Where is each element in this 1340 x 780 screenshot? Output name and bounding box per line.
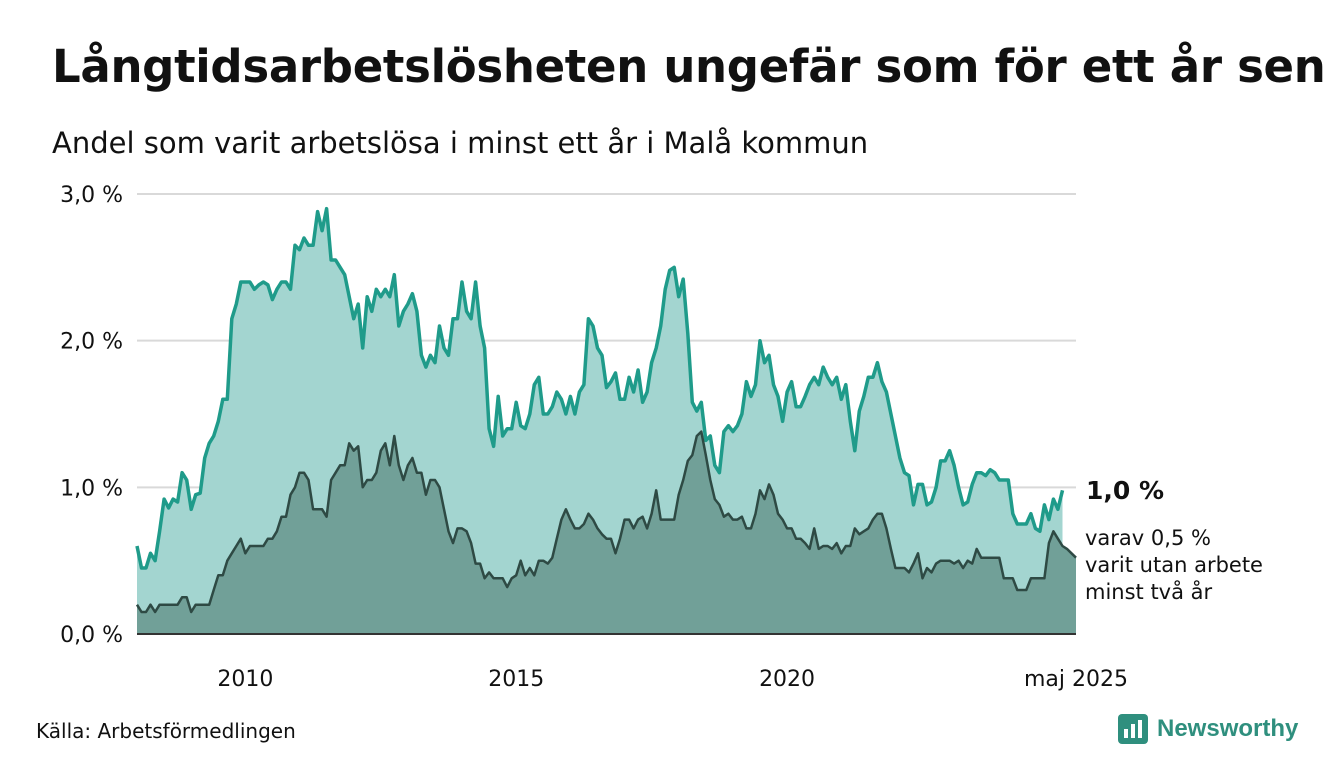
two-year-unemployed-line — [135, 430, 1077, 614]
chart-lines — [135, 206, 1077, 614]
y-tick-label: 0,0 % — [60, 623, 123, 648]
sub-series-label: varit utan arbete — [1085, 553, 1263, 577]
chart-subtitle: Andel som varit arbetslösa i minst ett å… — [52, 126, 869, 160]
newsworthy-logo-icon — [1118, 714, 1148, 744]
axes: 0,0 % 1,0 % 2,0 % 3,0 % 2010 2015 2020 maj 2025 — [60, 183, 1128, 692]
x-tick-label: maj 2025 — [1024, 667, 1128, 692]
newsworthy-logo: Newsworthy — [1118, 714, 1298, 744]
sub-series-label: varav 0,5 % — [1085, 526, 1211, 550]
source-credit: Källa: Arbetsförmedlingen — [36, 719, 296, 743]
end-value-label: 1,0 % — [1086, 476, 1164, 505]
x-tick-label: 2010 — [217, 667, 273, 692]
sub-series-label: minst två år — [1085, 579, 1213, 604]
long-term-unemployed-line — [135, 206, 1065, 570]
x-tick-label: 2020 — [759, 667, 815, 692]
y-tick-label: 2,0 % — [60, 330, 123, 355]
chart-title: Långtidsarbetslösheten ungefär som för e… — [52, 40, 1326, 93]
area-chart: 0,0 % 1,0 % 2,0 % 3,0 % 2010 2015 2020 maj 2025… — [60, 183, 1263, 692]
two-year-unemployed-area — [137, 431, 1076, 634]
chart-areas — [137, 208, 1076, 634]
y-tick-label: 3,0 % — [60, 183, 123, 208]
x-tick-label: 2015 — [488, 667, 544, 692]
newsworthy-logo-text: Newsworthy — [1157, 715, 1299, 742]
y-tick-label: 1,0 % — [60, 476, 123, 501]
